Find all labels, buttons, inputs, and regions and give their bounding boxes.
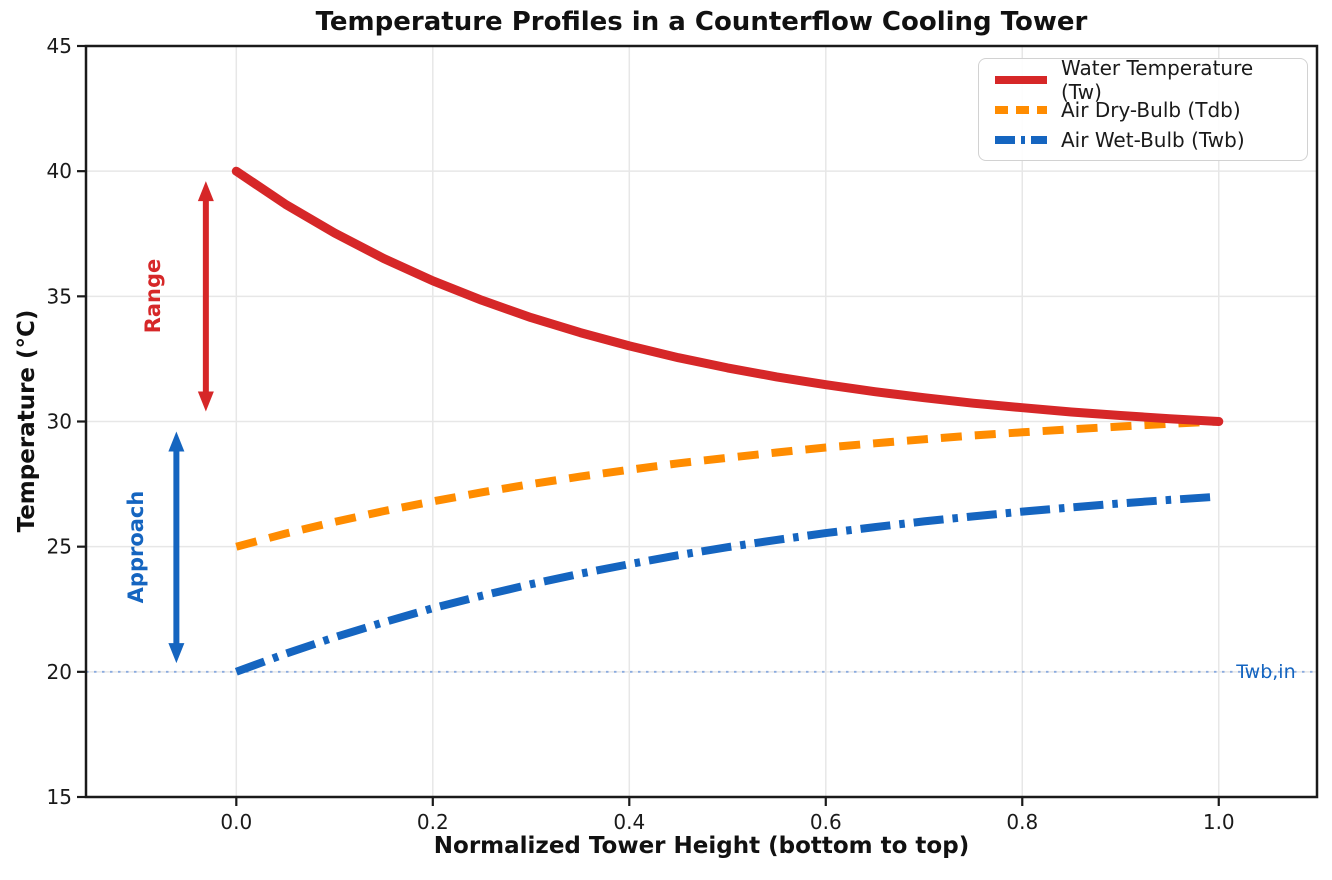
x-tick-label: 0.8 [1006,810,1038,834]
chart-title: Temperature Profiles in a Counterflow Co… [315,7,1088,37]
y-tick-label: 30 [47,410,72,434]
x-tick-label: 0.4 [613,810,645,834]
legend: Water Temperature (Tw) Air Dry-Bulb (Tdb… [978,56,1308,161]
y-axis-label: Temperature (°C) [14,309,40,533]
plot-border [84,44,1319,799]
x-tick-label: 0.0 [220,810,252,834]
legend-item-label: Air Wet-Bulb (Twb) [1061,127,1245,152]
approach-arrow-head-top [168,431,185,452]
y-tick-label: 20 [47,660,72,684]
x-tick-label: 0.2 [417,810,449,834]
x-tick-label: 1.0 [1203,810,1235,834]
y-tick-label: 45 [47,34,72,58]
legend-item-label: Air Dry-Bulb (Tdb) [1061,97,1241,122]
legend-item-water-temperature: Water Temperature (Tw) [993,56,1293,104]
range-arrow-head-top [197,181,214,202]
y-tick-label: 25 [47,535,72,559]
curve-air-wet-bulb-twb [234,492,1220,676]
approach-annotation-label: Approach [124,490,149,603]
air-wet-bulb-line-swatch [995,135,1047,144]
legend-item-label: Water Temperature (Tw) [1061,55,1254,104]
approach-arrow-head-bottom [168,643,185,664]
y-tick-label: 15 [47,785,72,809]
x-axis-label: Normalized Tower Height (bottom to top) [433,833,970,859]
curve-air-dry-bulb-tdb [235,417,1219,551]
curve-water-temperature-tw [231,166,1224,426]
legend-item-air-wet-bulb: Air Wet-Bulb (Twb) [993,127,1293,152]
y-tick-label: 35 [47,284,72,308]
range-annotation-label: Range [140,259,165,334]
twb-in-reference-label: Twb,in [1236,660,1296,683]
air-dry-bulb-line-swatch [995,105,1047,114]
water-temperature-line-swatch [995,75,1047,84]
range-arrow-head-bottom [197,391,214,412]
x-tick-label: 0.6 [810,810,842,834]
legend-item-air-dry-bulb: Air Dry-Bulb (Tdb) [993,97,1293,122]
y-tick-label: 40 [47,159,72,183]
